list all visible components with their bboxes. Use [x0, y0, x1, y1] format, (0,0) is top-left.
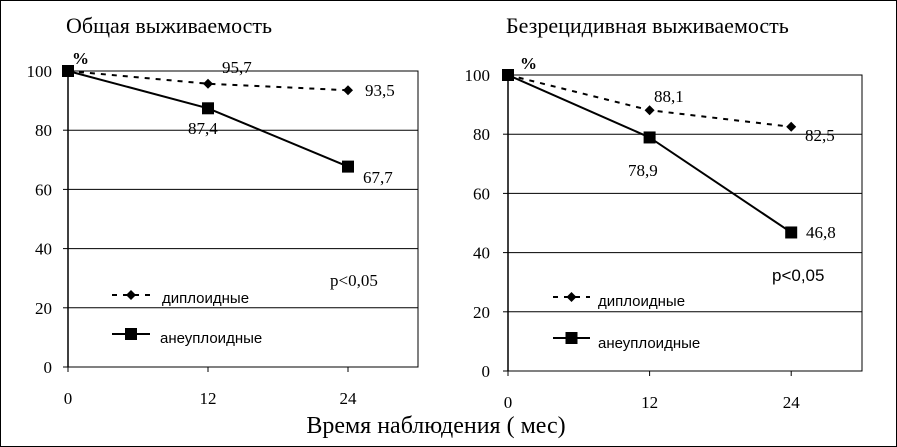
series-line-diploid [507, 74, 792, 128]
y-tick-label: 60 [473, 184, 490, 203]
series-line-diploid [67, 70, 349, 92]
y-tick-label: 80 [35, 121, 52, 140]
x-tick-label: 12 [200, 389, 217, 408]
legend-marker-diamond [126, 290, 136, 300]
series-line-aneuploid [507, 74, 792, 234]
y-axis-unit-label: % [520, 54, 537, 73]
data-point-diamond [203, 78, 213, 89]
data-label: 78,9 [628, 161, 658, 180]
legend-label-diploid: диплоидные [162, 290, 249, 307]
chart-title: Безрецидивная выживаемость [506, 13, 789, 38]
data-point-square [202, 102, 214, 115]
x-axis-title: Время наблюдения ( мес) [306, 413, 565, 439]
x-tick-label: 12 [641, 393, 658, 412]
y-tick-label: 0 [482, 362, 491, 381]
x-tick-label: 0 [504, 393, 513, 412]
data-label: 88,1 [654, 87, 684, 106]
legend-label-diploid: диплоидные [598, 293, 685, 310]
data-point-square [342, 160, 354, 173]
legend-marker-square [125, 328, 137, 340]
legend-marker-square [565, 332, 578, 344]
data-label: 82,5 [805, 126, 835, 145]
data-label: 95,7 [222, 58, 252, 77]
data-label: 93,5 [365, 81, 395, 100]
plot-border [68, 70, 419, 368]
x-tick-label: 24 [340, 389, 358, 408]
y-tick-label: 60 [35, 180, 52, 199]
data-point-square [643, 131, 656, 144]
legend-marker-diamond [566, 292, 577, 302]
data-point-diamond [343, 85, 353, 96]
data-point-diamond [786, 121, 797, 132]
y-tick-label: 100 [465, 66, 491, 85]
y-tick-label: 20 [35, 299, 52, 318]
data-label: 46,8 [806, 223, 836, 242]
plot-border [508, 74, 863, 372]
legend-label-aneuploid: анеуплоидные [598, 335, 700, 352]
data-point-square [502, 69, 514, 81]
y-tick-label: 20 [473, 303, 490, 322]
chart-title: Общая выживаемость [66, 13, 272, 38]
data-label: 87,4 [188, 119, 218, 138]
data-point-diamond [644, 105, 655, 116]
p-value-annotation: p<0,05 [772, 266, 824, 285]
y-tick-label: 80 [473, 125, 490, 144]
data-point-square [785, 226, 798, 239]
x-tick-label: 24 [783, 393, 801, 412]
y-tick-label: 100 [27, 62, 53, 81]
chart-panel-2: Безрецидивная выживаемость 0 20 40 60 80 100 0 1… [465, 13, 863, 412]
y-tick-label: 0 [44, 358, 53, 377]
legend-label-aneuploid: анеуплоидные [160, 330, 262, 347]
y-tick-label: 40 [473, 244, 490, 263]
data-point-square [62, 65, 74, 77]
y-tick-label: 40 [35, 240, 52, 259]
chart-panel-1: Общая выживаемость 0 20 40 60 80 100 0 12 24% 95,7… [27, 13, 419, 408]
y-axis-unit-label: % [72, 49, 89, 68]
data-label: 67,7 [363, 168, 393, 187]
x-tick-label: 0 [64, 389, 73, 408]
p-value-annotation: p<0,05 [330, 271, 378, 290]
